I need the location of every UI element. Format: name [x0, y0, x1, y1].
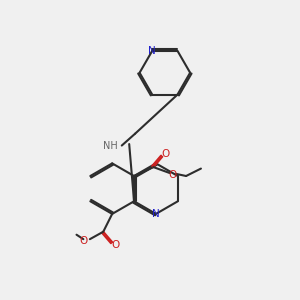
Text: O: O	[79, 236, 88, 246]
Text: O: O	[112, 240, 120, 250]
Text: N: N	[148, 46, 156, 56]
Text: N: N	[152, 209, 160, 219]
Text: O: O	[168, 169, 176, 179]
Text: NH: NH	[103, 140, 117, 151]
Text: O: O	[162, 149, 170, 159]
